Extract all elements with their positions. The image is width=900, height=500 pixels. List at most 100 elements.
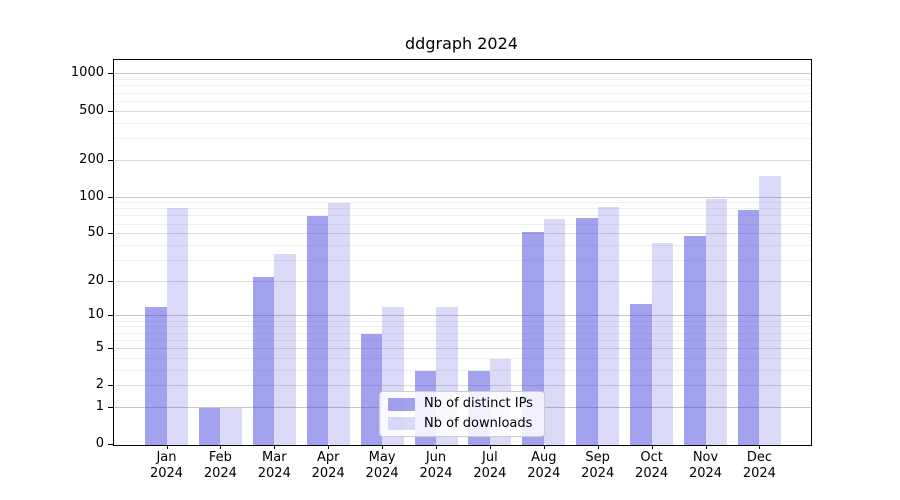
y-tick-label: 1000 [70,65,104,81]
minor-gridline [114,85,811,87]
minor-gridline [114,326,811,328]
bar-distinct-ips [145,307,167,445]
x-tick-label: Nov 2024 [688,450,723,481]
gridline [114,159,811,161]
legend-item: Nb of downloads [388,415,536,433]
y-tick-label: 100 [79,188,104,204]
y-tick-mark [108,73,113,75]
y-tick-label: 10 [87,307,104,323]
y-tick-mark [108,196,113,198]
minor-gridline [114,244,811,246]
y-tick-mark [108,444,113,445]
major-gridline [114,73,811,75]
x-tick-mark [759,445,761,449]
minor-gridline [114,259,811,261]
minor-gridline [114,369,811,371]
x-tick-label: Oct 2024 [635,450,669,481]
y-tick-mark [108,315,113,317]
y-tick-mark [108,347,113,349]
y-tick-label: 50 [87,225,104,241]
minor-gridline [114,215,811,217]
gridline [114,233,811,235]
bar-downloads [166,208,188,445]
minor-gridline [114,223,811,225]
bar-distinct-ips [306,216,329,445]
minor-gridline [114,137,811,139]
minor-gridline [114,332,811,334]
minor-gridline [114,79,811,81]
y-tick-label: 0 [95,436,104,451]
legend-swatch [388,417,415,431]
x-tick-mark [274,445,276,449]
x-tick-label: May 2024 [365,450,399,481]
bar-distinct-ips [630,303,652,445]
minor-gridline [114,202,811,204]
x-tick-label: Feb 2024 [203,450,237,481]
bar-distinct-ips [737,210,760,445]
bar-distinct-ips [198,407,221,445]
chart-title: ddgraph 2024 [405,34,518,53]
legend-label: Nb of downloads [424,415,533,431]
x-tick-label: Sep 2024 [581,450,615,481]
minor-gridline [114,339,811,341]
x-tick-mark [382,445,384,449]
bar-downloads [274,254,296,445]
gridline [114,280,811,282]
x-tick-mark [705,445,707,449]
x-tick-label: Jun 2024 [419,450,453,481]
y-tick-label: 20 [87,272,104,288]
legend: Nb of distinct IPs Nb of downloads [379,391,545,437]
x-tick-label: Aug 2024 [527,450,561,481]
bar-distinct-ips [252,276,275,445]
x-tick-mark [597,445,599,449]
bar-downloads [543,218,566,445]
x-tick-mark [328,445,330,449]
major-gridline [114,196,811,198]
bar-distinct-ips [684,236,706,445]
x-tick-mark [543,445,545,449]
gridline [114,385,811,387]
x-tick-label: Apr 2024 [311,450,345,481]
bar-downloads [705,198,727,445]
bar-downloads [651,243,674,445]
y-tick-label: 2 [95,377,104,393]
minor-gridline [114,320,811,322]
x-tick-label: Jul 2024 [473,450,507,481]
y-tick-mark [108,110,113,112]
x-tick-label: Mar 2024 [257,450,291,481]
bar-downloads [220,407,242,445]
y-tick-mark [108,159,113,161]
legend-item: Nb of distinct IPs [388,395,536,413]
gridline [114,110,811,112]
x-tick-mark [166,445,168,449]
legend-label: Nb of distinct IPs [424,396,533,412]
minor-gridline [114,100,811,102]
x-tick-label: Dec 2024 [742,450,776,481]
bar-distinct-ips [576,217,598,445]
x-tick-label: Jan 2024 [149,450,184,481]
plot-area [113,59,812,446]
y-tick-mark [108,406,113,408]
x-tick-mark [651,445,653,449]
y-tick-mark [108,233,113,235]
minor-gridline [114,357,811,359]
gridline [114,347,811,349]
bar-downloads [328,202,350,445]
minor-gridline [114,92,811,94]
minor-gridline [114,122,811,124]
y-tick-label: 200 [79,151,104,167]
minor-gridline [114,208,811,210]
y-tick-mark [108,280,113,282]
major-gridline [114,315,811,317]
x-tick-mark [489,445,491,449]
bar-downloads [759,175,781,445]
legend-swatch [388,397,415,411]
y-tick-label: 1 [95,398,104,414]
x-tick-mark [436,445,437,449]
y-tick-label: 500 [79,102,104,118]
x-tick-mark [220,445,222,449]
y-tick-mark [108,385,113,387]
bar-distinct-ips [360,333,383,445]
bar-downloads [597,206,620,445]
